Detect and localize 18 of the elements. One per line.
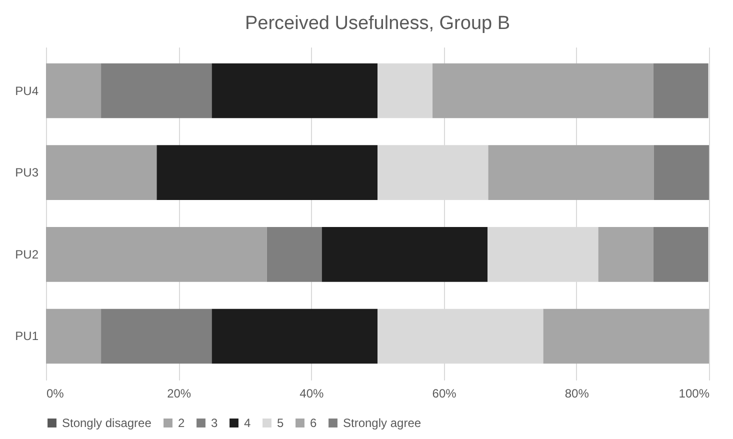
legend-label: 4: [244, 416, 251, 430]
legend-label: Stongly disagree: [62, 416, 152, 430]
x-tick-label: 20%: [167, 386, 192, 400]
x-tick-label: 60%: [432, 386, 457, 400]
legend-label: 2: [178, 416, 185, 430]
legend-label: 5: [277, 416, 284, 430]
x-tick-label: 100%: [678, 386, 710, 400]
legend-label: Strongly agree: [343, 416, 422, 430]
y-tick-label: PU1: [15, 329, 39, 344]
legend-label: 3: [211, 416, 218, 430]
legend-label: 6: [310, 416, 317, 430]
x-tick-label: 0%: [46, 386, 64, 400]
y-tick-label: PU4: [15, 84, 39, 98]
chart-title: Perceived Usefulness, Group B: [244, 13, 510, 34]
y-tick-label: PU2: [15, 247, 39, 262]
y-tick-label: PU3: [15, 166, 39, 180]
x-tick-label: 40%: [300, 386, 324, 400]
x-tick-label: 80%: [564, 386, 590, 400]
